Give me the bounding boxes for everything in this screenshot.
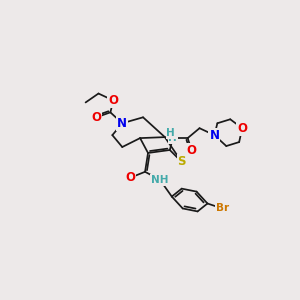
Text: S: S (178, 155, 186, 168)
Text: N: N (117, 117, 127, 130)
Text: NH: NH (151, 175, 169, 185)
Text: H: H (167, 128, 175, 138)
Text: O: O (108, 94, 118, 107)
Text: O: O (237, 122, 247, 135)
Text: O: O (125, 171, 135, 184)
Text: O: O (92, 111, 101, 124)
Text: Br: Br (216, 203, 229, 214)
Text: N: N (209, 129, 219, 142)
Text: O: O (187, 143, 196, 157)
Text: H: H (168, 133, 177, 143)
